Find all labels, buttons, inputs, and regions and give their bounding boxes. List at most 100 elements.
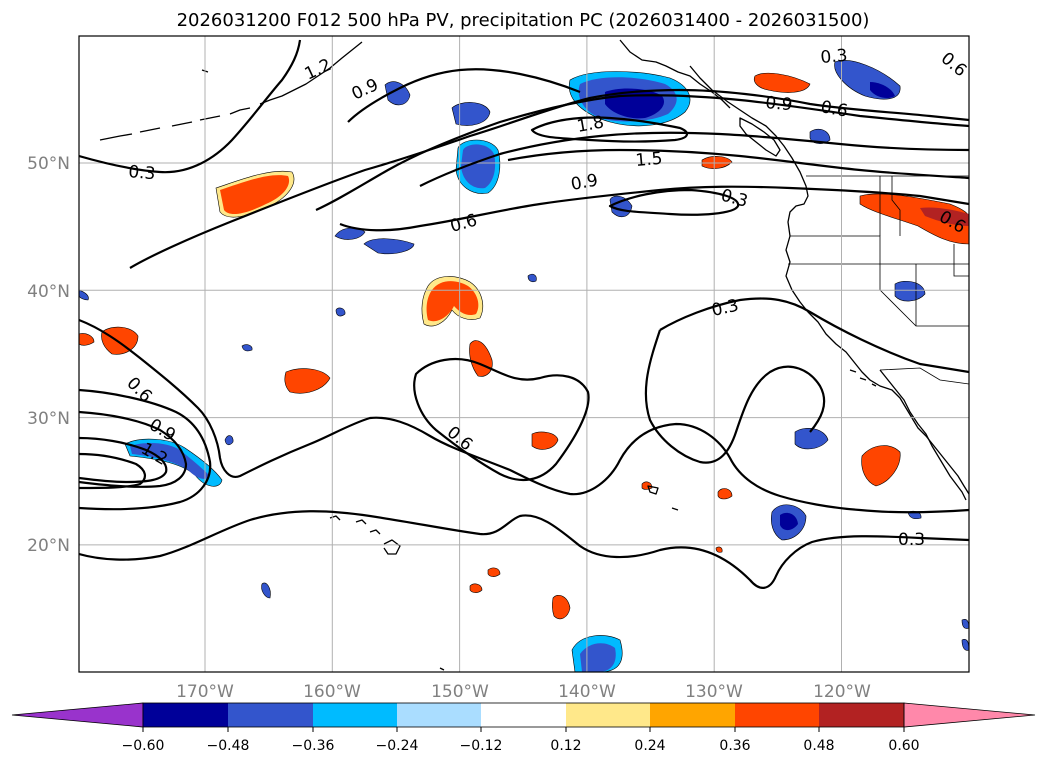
- colorbar-segment: [735, 703, 819, 727]
- precip-blob-red-138w-15n: [552, 595, 571, 620]
- lon-label-130w: 130°W: [685, 682, 743, 702]
- precip-blob-blue-small-1: [261, 582, 271, 599]
- pv-contour-0.6-west2: [79, 452, 146, 490]
- longitude-labels: 170°W 160°W 150°W 140°W 130°W 120°W: [176, 682, 871, 702]
- pv-contour-0.9-main: [315, 94, 969, 212]
- coastline-baja: [879, 369, 967, 501]
- colorbar-tick-label: 0.36: [719, 738, 750, 754]
- precip-blob-blue-small-7: [961, 618, 969, 629]
- coastline-small-islands: [201, 69, 679, 671]
- pv-contour-1.2-west: [79, 436, 168, 484]
- pv-contour-0.3-lower: [659, 297, 969, 374]
- colorbar-extend-low: [11, 702, 144, 728]
- colorbar-ticks: [142, 727, 905, 732]
- colorbar-tick-label: −0.48: [207, 738, 250, 754]
- map-title: 2026031200 F012 500 hPa PV, precipitatio…: [177, 10, 870, 31]
- lat-label-50n: 50°N: [27, 154, 70, 174]
- contour-label: 0.3: [128, 162, 157, 184]
- precip-blob-red-116w-28n: [861, 445, 901, 487]
- pv-contour-0.3-southeast: [644, 329, 826, 464]
- precip-blob-red-178w-35n: [79, 333, 95, 346]
- precip-blob-blue-151w-core: [461, 144, 496, 189]
- precip-blob-blue-125w-28n: [794, 427, 829, 450]
- colorbar-segment: [143, 703, 228, 727]
- political-borders: [788, 175, 969, 385]
- pv-contour-0.9-west: [79, 410, 188, 488]
- precip-blob-navy-ne: [870, 82, 895, 98]
- colorbar-extend-high: [903, 702, 1036, 728]
- precip-blob-blue-left-edge: [79, 289, 89, 301]
- coastline-hawaii: [329, 515, 401, 555]
- coastline-channel-islands: [849, 369, 877, 387]
- precip-blob-blue-159w: [334, 227, 366, 240]
- pv-contour-0.6-loop: [339, 185, 969, 232]
- pv-contour-1.8: [530, 116, 688, 143]
- contour-label: 1.8: [575, 113, 605, 137]
- pv-contour-0.6-main: [129, 88, 969, 269]
- lon-label-120w: 120°W: [813, 682, 871, 702]
- contour-label: 0.9: [569, 171, 599, 195]
- border-id: [879, 176, 901, 236]
- colorbar-segment: [397, 703, 481, 727]
- colorbar-segment: [313, 703, 397, 727]
- precip-blob-blue-ca-coast: [894, 281, 926, 302]
- colorbar: −0.60 −0.48 −0.36 −0.24 −0.12 0.12 0.24 …: [11, 702, 1036, 754]
- colorbar-frame: [142, 702, 905, 728]
- border-ca-nv: [879, 264, 969, 327]
- pv-contour-0.3-west-left: [79, 388, 212, 511]
- precip-blob-red-166w: [220, 175, 290, 215]
- coastlines: [99, 39, 969, 671]
- contour-label: 0.3: [898, 530, 925, 550]
- precip-blob-darkred-pnw: [920, 207, 969, 226]
- colorbar-tick-label: 0.12: [550, 738, 581, 754]
- precip-blob-red-160w-33n: [284, 368, 331, 394]
- precip-blob-red-small-c: [487, 567, 501, 577]
- precip-blob-navy-123w-22n: [780, 512, 798, 531]
- precip-blob-blue-small-2: [224, 435, 234, 446]
- precip-blob-blue-152w-n: [451, 102, 491, 126]
- colorbar-segment: [228, 703, 313, 727]
- lon-label-160w: 160°W: [303, 682, 361, 702]
- precip-blob-blue-138w-12n-core: [580, 643, 616, 672]
- border-us-mexico: [879, 367, 969, 385]
- lat-label-30n: 30°N: [27, 409, 70, 429]
- precip-blob-red-small-b: [469, 583, 483, 593]
- contour-label: 0.6: [819, 97, 849, 121]
- lon-label-140w: 140°W: [558, 682, 616, 702]
- precip-blob-blue-small-3: [335, 307, 346, 317]
- colorbar-tick-label: −0.36: [292, 738, 335, 754]
- contour-label: 1.5: [635, 149, 664, 171]
- lon-label-150w: 150°W: [431, 682, 489, 702]
- pv-contour-0.3-north: [79, 39, 302, 174]
- pv-contour-1.2-loop: [347, 68, 581, 123]
- precip-blob-red-small-e: [715, 546, 723, 553]
- precip-blob-red-small-d: [641, 481, 653, 490]
- contour-labels: 1.2 0.9 0.3 0.6 0.9 0.6 1.8 1.5 0.9 0.3 …: [122, 46, 969, 550]
- precip-blob-blue-small-8: [961, 639, 969, 651]
- lon-label-170w: 170°W: [176, 682, 234, 702]
- precip-blob-red-150w-39n: [426, 281, 479, 322]
- colorbar-segment: [650, 703, 735, 727]
- coastline-vancouver-island: [739, 117, 781, 157]
- colorbar-tick-label: −0.60: [122, 738, 165, 754]
- precip-blob-blue-155w: [363, 238, 415, 255]
- precip-blob-red-141w-28n: [531, 431, 559, 450]
- border-wa-or: [790, 235, 969, 265]
- pv-contour-0.3-tropics: [79, 510, 969, 589]
- colorbar-segment: [566, 703, 650, 727]
- latitude-labels: 50°N 40°N 30°N 20°N: [27, 154, 70, 556]
- contour-label: 0.9: [765, 93, 794, 115]
- pv-contour-0.3-ridge: [608, 188, 740, 216]
- colorbar-tick-label: 0.48: [803, 738, 834, 754]
- precip-blob-red-ne-alaska: [753, 72, 811, 93]
- contour-label: 0.3: [820, 46, 849, 68]
- map-frame: [78, 35, 970, 673]
- colorbar-segment: [819, 703, 904, 727]
- coastline-aleutians: [99, 41, 363, 141]
- pv-contour-0.6-south: [79, 318, 969, 514]
- border-ut: [953, 244, 969, 277]
- colorbar-segment: [481, 703, 566, 727]
- coastline-alaska-panhandle: [619, 39, 731, 109]
- precip-blob-red-small-a: [717, 488, 733, 500]
